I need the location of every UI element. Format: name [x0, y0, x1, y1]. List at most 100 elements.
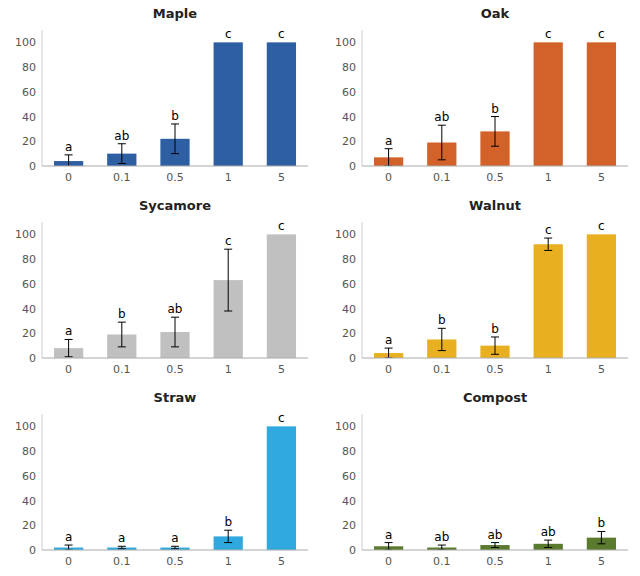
bar [587, 234, 616, 358]
y-axis-line [362, 222, 363, 358]
x-tick-label: 0 [65, 555, 72, 568]
error-bar [491, 117, 499, 147]
y-tick-label: 0 [349, 160, 356, 173]
x-tick-label: 0.5 [486, 363, 504, 376]
annotation: ab [434, 530, 449, 544]
error-bar [385, 149, 393, 166]
x-tick-label: 1 [225, 171, 232, 184]
title: Maple [153, 6, 197, 21]
x-tick-label: 0.1 [113, 171, 131, 184]
subplot: Oak02040608010000.10.515aabbcc [335, 6, 628, 184]
annotation: c [278, 411, 285, 425]
x-tick-label: 0.5 [486, 171, 504, 184]
y-tick-label: 80 [342, 61, 356, 74]
y-tick-label: 100 [15, 420, 36, 433]
error-bar [438, 328, 446, 350]
y-tick-label: 60 [22, 470, 36, 483]
y-tick-label: 0 [349, 352, 356, 365]
x-tick-label: 0.1 [433, 555, 451, 568]
x-axis-line [42, 166, 308, 167]
x-tick-label: 1 [545, 171, 552, 184]
x-tick-label: 0.5 [166, 555, 184, 568]
y-tick-label: 60 [22, 86, 36, 99]
error-bar [491, 337, 499, 354]
y-tick-label: 20 [22, 135, 36, 148]
error-bar [597, 531, 605, 543]
x-tick-label: 5 [598, 363, 605, 376]
plot-marks [54, 42, 296, 166]
annotation: c [545, 223, 552, 237]
figure: Maple02040608010000.10.515aabbccOak02040… [0, 0, 640, 576]
annotation: ab [114, 129, 129, 143]
y-tick-label: 80 [342, 445, 356, 458]
x-tick-label: 5 [598, 555, 605, 568]
error-bar [171, 317, 179, 347]
x-tick-label: 0 [385, 555, 392, 568]
error-bar [224, 249, 232, 311]
subplot: Straw02040608010000.10.515aaabc [15, 390, 308, 568]
title: Oak [481, 6, 510, 21]
annotation: b [224, 515, 232, 529]
x-tick-label: 1 [225, 555, 232, 568]
x-tick-label: 0 [65, 171, 72, 184]
error-bar [118, 546, 126, 548]
y-tick-label: 80 [22, 61, 36, 74]
x-tick-label: 5 [598, 171, 605, 184]
x-tick-label: 0.5 [166, 171, 184, 184]
y-tick-label: 20 [342, 135, 356, 148]
annotation: ab [168, 302, 183, 316]
annotation: b [438, 313, 446, 327]
x-tick-label: 5 [278, 363, 285, 376]
annotation: b [118, 307, 126, 321]
y-tick-label: 80 [342, 253, 356, 266]
y-tick-label: 0 [29, 544, 36, 557]
plot-marks [374, 234, 616, 358]
annotation: c [598, 27, 605, 41]
annotation: b [598, 516, 606, 530]
y-tick-label: 40 [342, 303, 356, 316]
subplot: Maple02040608010000.10.515aabbcc [15, 6, 308, 184]
title: Sycamore [139, 198, 211, 213]
error-bar [438, 125, 446, 160]
subplot: Sycamore02040608010000.10.515ababcc [15, 198, 308, 376]
y-tick-label: 100 [335, 36, 356, 49]
y-tick-label: 40 [342, 111, 356, 124]
error-bar [65, 339, 73, 356]
bar [267, 426, 296, 550]
x-tick-label: 1 [545, 555, 552, 568]
x-tick-label: 0 [385, 363, 392, 376]
annotation: c [598, 219, 605, 233]
y-axis-line [42, 30, 43, 166]
error-bar [171, 546, 179, 548]
annotation: ab [488, 528, 503, 542]
error-bar [65, 545, 73, 550]
y-tick-label: 100 [15, 228, 36, 241]
error-bar [118, 322, 126, 347]
bar [267, 234, 296, 358]
x-tick-label: 0.1 [113, 363, 131, 376]
annotation: c [545, 27, 552, 41]
plot-marks [54, 234, 296, 358]
y-tick-label: 20 [342, 327, 356, 340]
y-tick-label: 20 [22, 519, 36, 532]
bar [267, 42, 296, 166]
y-tick-label: 60 [342, 278, 356, 291]
y-tick-label: 40 [22, 495, 36, 508]
bar [534, 42, 563, 166]
x-tick-label: 1 [225, 363, 232, 376]
title: Straw [154, 390, 197, 405]
y-tick-label: 60 [342, 86, 356, 99]
x-axis-line [362, 358, 628, 359]
annotation: c [225, 234, 232, 248]
x-axis-line [42, 550, 308, 551]
annotation: c [278, 27, 285, 41]
annotation: ab [541, 525, 556, 539]
y-tick-label: 0 [349, 544, 356, 557]
annotation: a [65, 324, 72, 338]
error-bar [385, 348, 393, 358]
error-bar [491, 543, 499, 548]
y-tick-label: 20 [22, 327, 36, 340]
plot-marks [374, 42, 616, 166]
bar [534, 244, 563, 358]
subplot: Walnut02040608010000.10.515abbcc [335, 198, 628, 376]
